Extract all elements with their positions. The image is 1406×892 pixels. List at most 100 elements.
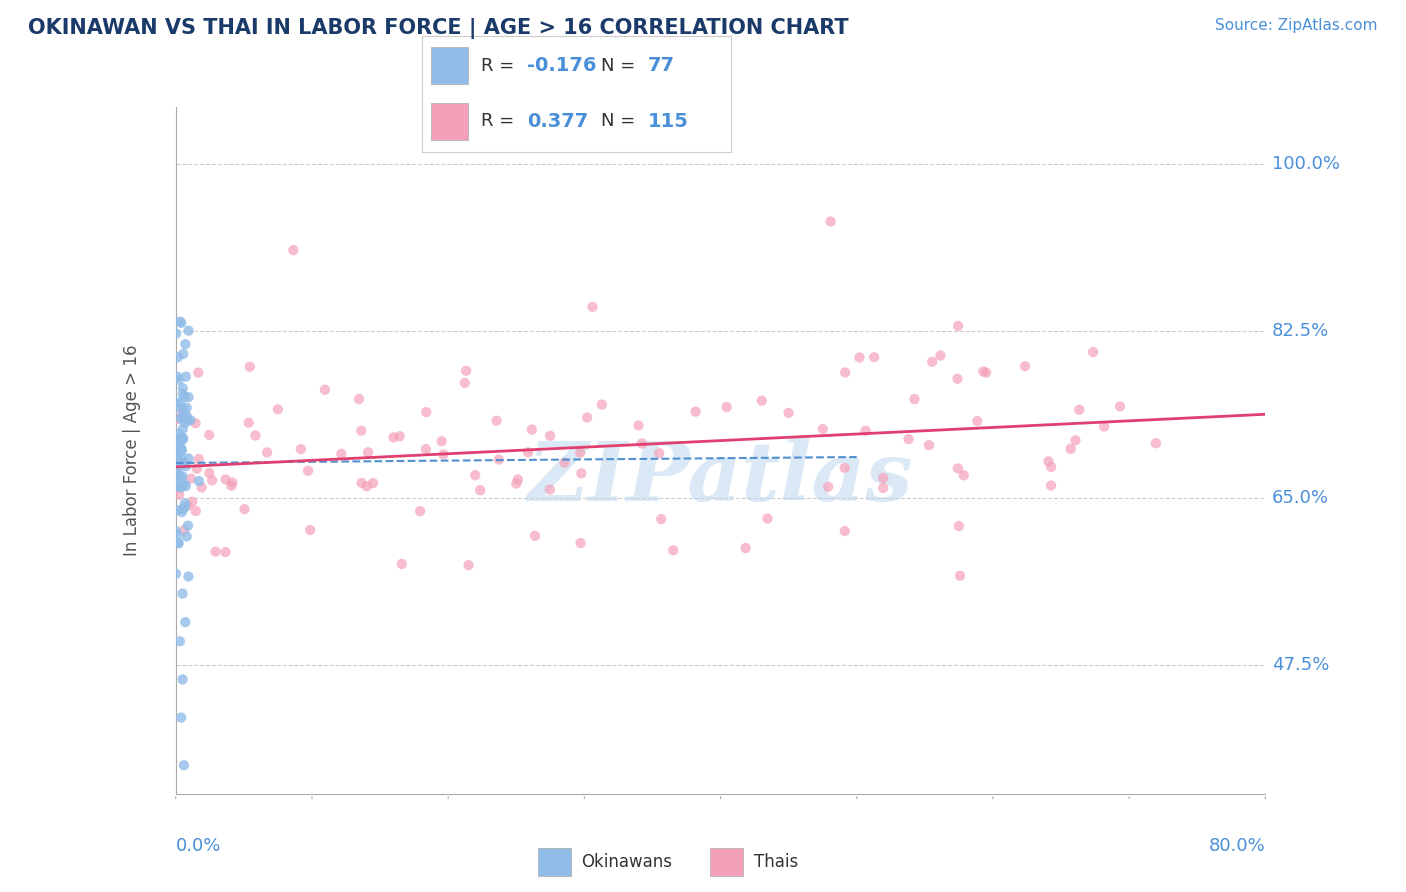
Point <box>863 350 886 364</box>
Point <box>454 376 477 390</box>
Point <box>221 475 243 490</box>
Point <box>576 410 599 425</box>
Point <box>214 545 236 559</box>
Point <box>170 458 193 473</box>
Text: 115: 115 <box>648 112 689 131</box>
Point <box>432 448 454 462</box>
Point <box>929 349 952 363</box>
Point <box>204 544 226 558</box>
Point <box>172 431 194 445</box>
Point <box>166 456 188 470</box>
Point <box>167 452 190 467</box>
Point <box>1040 478 1063 492</box>
Point <box>172 501 194 516</box>
Point <box>167 373 190 387</box>
Point <box>186 461 208 475</box>
Text: Source: ZipAtlas.com: Source: ZipAtlas.com <box>1215 18 1378 33</box>
Point <box>357 445 380 459</box>
Point <box>290 442 312 457</box>
Point <box>172 404 194 418</box>
Point <box>181 494 204 508</box>
Point <box>173 500 195 515</box>
Point <box>1144 436 1167 450</box>
Point <box>505 476 527 491</box>
Point <box>267 402 290 417</box>
Point <box>172 387 194 401</box>
Point <box>166 447 188 461</box>
Point <box>172 432 194 446</box>
Point <box>166 412 188 426</box>
Text: 100.0%: 100.0% <box>1272 155 1340 173</box>
Point <box>177 451 200 466</box>
Point <box>166 503 188 517</box>
Point <box>170 478 193 492</box>
Point <box>165 524 187 538</box>
Point <box>949 569 972 583</box>
Point <box>198 428 221 442</box>
Point <box>517 445 540 459</box>
Point <box>391 557 413 571</box>
Point <box>456 364 478 378</box>
Point <box>650 512 672 526</box>
Point <box>1059 442 1081 456</box>
Point <box>176 499 198 513</box>
Text: OKINAWAN VS THAI IN LABOR FORCE | AGE > 16 CORRELATION CHART: OKINAWAN VS THAI IN LABOR FORCE | AGE > … <box>28 18 849 39</box>
Point <box>972 364 994 378</box>
Point <box>350 424 373 438</box>
Text: 0.0%: 0.0% <box>176 837 221 855</box>
Point <box>166 401 188 415</box>
Point <box>538 483 561 497</box>
Point <box>166 536 188 550</box>
Point <box>382 430 405 444</box>
Point <box>167 487 190 501</box>
Point <box>918 438 941 452</box>
Point <box>415 442 437 456</box>
Point <box>1109 400 1132 414</box>
Point <box>430 434 453 449</box>
Point <box>170 409 193 424</box>
Point <box>834 366 856 380</box>
Point <box>554 456 576 470</box>
Point <box>177 569 200 583</box>
Point <box>170 505 193 519</box>
Point <box>174 369 197 384</box>
Text: Okinawans: Okinawans <box>582 853 672 871</box>
Point <box>1040 460 1063 475</box>
Point <box>174 410 197 425</box>
Point <box>174 416 197 430</box>
Point <box>734 541 756 555</box>
Point <box>173 758 195 772</box>
Point <box>811 422 834 436</box>
Point <box>172 347 194 361</box>
Point <box>169 471 191 485</box>
Point <box>167 536 190 550</box>
Point <box>169 396 191 410</box>
Point <box>165 396 187 410</box>
Point <box>464 468 486 483</box>
Point <box>872 481 894 495</box>
Point <box>778 406 800 420</box>
Point <box>166 432 188 446</box>
Point <box>1014 359 1036 374</box>
Text: R =: R = <box>481 112 520 130</box>
Point <box>581 300 603 314</box>
Point <box>177 518 200 533</box>
Point <box>169 634 191 648</box>
Point <box>169 315 191 329</box>
Text: N =: N = <box>602 112 641 130</box>
Point <box>174 337 197 351</box>
Point <box>903 392 925 406</box>
Point <box>170 441 193 455</box>
Point <box>187 451 209 466</box>
Point <box>176 409 198 423</box>
Point <box>221 479 243 493</box>
Point <box>165 566 187 581</box>
Point <box>238 416 260 430</box>
Point <box>172 457 194 471</box>
Point <box>174 479 197 493</box>
Point <box>166 439 188 453</box>
Point <box>488 452 510 467</box>
Point <box>314 383 336 397</box>
Point <box>201 473 224 487</box>
Point <box>974 366 997 380</box>
